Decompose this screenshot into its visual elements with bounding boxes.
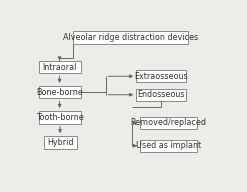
FancyBboxPatch shape xyxy=(39,61,81,73)
Text: Tooth-borne: Tooth-borne xyxy=(36,113,83,122)
Text: Removed/replaced: Removed/replaced xyxy=(131,118,207,127)
Text: Extraosseous: Extraosseous xyxy=(134,72,188,81)
Text: Intraoral: Intraoral xyxy=(42,63,77,72)
Text: Hybrid: Hybrid xyxy=(47,138,74,147)
FancyBboxPatch shape xyxy=(39,111,81,124)
FancyBboxPatch shape xyxy=(140,117,197,129)
FancyBboxPatch shape xyxy=(136,70,186,82)
FancyBboxPatch shape xyxy=(73,31,188,45)
Text: Endosseous: Endosseous xyxy=(137,90,185,99)
FancyBboxPatch shape xyxy=(136,89,186,101)
Text: Alveolar ridge distraction devices: Alveolar ridge distraction devices xyxy=(63,33,198,42)
FancyBboxPatch shape xyxy=(44,136,77,149)
FancyBboxPatch shape xyxy=(39,86,81,98)
FancyBboxPatch shape xyxy=(140,140,197,152)
Text: Used as implant: Used as implant xyxy=(136,141,201,150)
Text: Bone-borne: Bone-borne xyxy=(36,88,83,97)
